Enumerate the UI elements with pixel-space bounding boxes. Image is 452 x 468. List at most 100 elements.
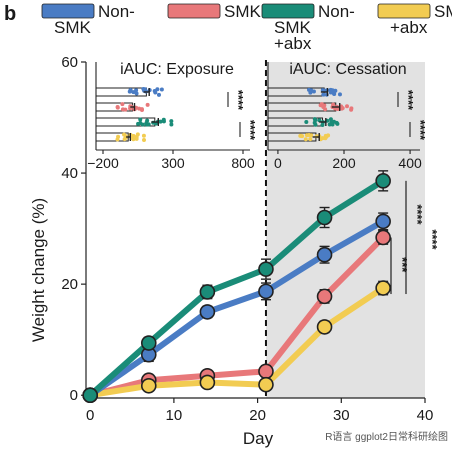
legend-swatch-smk_abx [377, 3, 431, 19]
data-point-non_smk_abx [140, 335, 157, 351]
inset-iauc-exposure: iAUC: Exposure −200 300 800 **** **** [87, 61, 258, 171]
inset-dot-non_smk [309, 88, 314, 93]
inset-x-tick-label: 800 [231, 155, 255, 171]
inset-dot-non_smk_abx [169, 119, 174, 124]
data-point-non_smk [199, 304, 216, 320]
legend-label-non_smk_abx: SMK [274, 18, 312, 37]
inset-dot-smk [321, 105, 326, 110]
y-axis-label: Weight change (%) [29, 198, 48, 342]
data-point-smk_abx [375, 280, 391, 296]
inset-dot-non_smk [332, 91, 337, 96]
y-tick-label: 0 [70, 387, 78, 404]
data-point-smk [375, 229, 391, 246]
inset-significance-stars: **** [401, 90, 416, 111]
inset-dot-non_smk_abx [320, 122, 325, 127]
legend-swatch-non_smk_abx [261, 3, 315, 19]
legend-swatch-non_smk [41, 3, 95, 19]
x-tick-label: 10 [166, 407, 183, 424]
y-tick-label: 60 [61, 54, 78, 71]
legend-label-smk: SMK [224, 2, 262, 21]
inset-significance-stars: **** [413, 120, 428, 141]
series-line-smk [87, 234, 387, 399]
panel-letter: b [4, 3, 16, 25]
watermark: R语言 ggplot2日常科研绘图 [325, 430, 448, 443]
data-point-non_smk [258, 283, 274, 300]
inset-dot-smk_abx [309, 133, 314, 138]
inset-dot-smk_abx [300, 134, 305, 139]
inset-dot-non_smk_abx [313, 118, 318, 123]
inset-dot-non_smk_abx [136, 121, 141, 126]
inset-dot-non_smk [153, 90, 158, 95]
inset-dot-non_smk [337, 92, 342, 97]
significance-stars: **** [425, 229, 440, 250]
inset-title: iAUC: Cessation [289, 61, 406, 78]
inset-dot-non_smk [134, 91, 139, 96]
y-tick-label: 40 [61, 165, 78, 182]
legend-swatch-smk [167, 3, 221, 19]
x-tick-label: 40 [417, 407, 434, 424]
inset-dot-smk [349, 107, 354, 112]
inset-dot-smk [331, 102, 336, 107]
data-point-smk_abx [199, 374, 216, 391]
inset-dot-non_smk [321, 92, 326, 97]
inset-x-tick-label: 0 [274, 155, 282, 171]
data-point-non_smk_abx [316, 209, 333, 226]
data-point-smk [258, 363, 274, 380]
series-line-non_smk_abx [87, 177, 387, 399]
inset-dot-non_smk_abx [334, 120, 339, 125]
inset-dot-non_smk_abx [313, 122, 318, 127]
inset-dot-smk_abx [308, 137, 313, 142]
inset-dot-smk_abx [141, 137, 146, 142]
data-point-non_smk_abx [199, 284, 216, 300]
inset-dot-non_smk [320, 88, 325, 93]
inset-dot-non_smk_abx [329, 119, 334, 124]
inset-x-tick-label: 400 [398, 155, 422, 171]
inset-dot-non_smk [330, 88, 335, 93]
legend-label-non_smk: SMK [54, 18, 92, 37]
inset-dot-smk [139, 107, 144, 112]
inset-x-tick-label: 300 [161, 155, 185, 171]
inset-x-tick-label: 200 [332, 155, 356, 171]
inset-dot-smk [345, 104, 350, 109]
inset-dot-smk [120, 102, 125, 107]
inset-title: iAUC: Exposure [120, 61, 234, 78]
inset-significance-stars: **** [243, 120, 258, 141]
inset-dot-non_smk [155, 87, 160, 92]
inset-dot-non_smk_abx [138, 117, 143, 122]
data-point-non_smk_abx [82, 387, 98, 404]
series-line-smk_abx [87, 285, 387, 399]
data-point-non_smk [375, 213, 391, 230]
inset-dot-smk_abx [320, 136, 325, 141]
inset-dot-smk_abx [326, 133, 331, 138]
legend-label-smk_abx: SMK [434, 2, 452, 21]
inset-dot-smk [145, 102, 150, 107]
inset-dot-non_smk_abx [317, 118, 322, 123]
data-point-non_smk_abx [258, 261, 274, 277]
legend-label-smk_abx: +abx [390, 18, 428, 37]
data-point-non_smk_abx [375, 173, 391, 189]
inset-dot-non_smk [128, 88, 133, 93]
inset-significance-stars: **** [231, 90, 246, 111]
inset-dot-non_smk_abx [161, 117, 166, 122]
legend-label-non_smk_abx: Non- [318, 2, 355, 21]
x-axis-label: Day [243, 429, 274, 448]
data-point-smk_abx [316, 319, 333, 335]
y-tick-label: 20 [61, 276, 78, 293]
significance-stars: **** [410, 204, 425, 225]
inset-iauc-cessation: iAUC: Cessation 0 200 400 **** **** [267, 61, 428, 171]
inset-dot-smk_abx [135, 132, 140, 137]
legend-label-non_smk_abx: +abx [274, 34, 312, 53]
data-point-smk_abx [258, 376, 274, 393]
inset-dot-non_smk_abx [304, 119, 309, 124]
inset-dot-non_smk [159, 87, 164, 92]
inset-dot-non_smk [141, 87, 146, 92]
inset-dot-non_smk_abx [158, 119, 163, 124]
inset-dot-smk [115, 105, 120, 110]
inset-x-tick-label: −200 [87, 155, 119, 171]
x-tick-label: 0 [86, 407, 94, 424]
cessation-shaded-region [265, 62, 425, 398]
